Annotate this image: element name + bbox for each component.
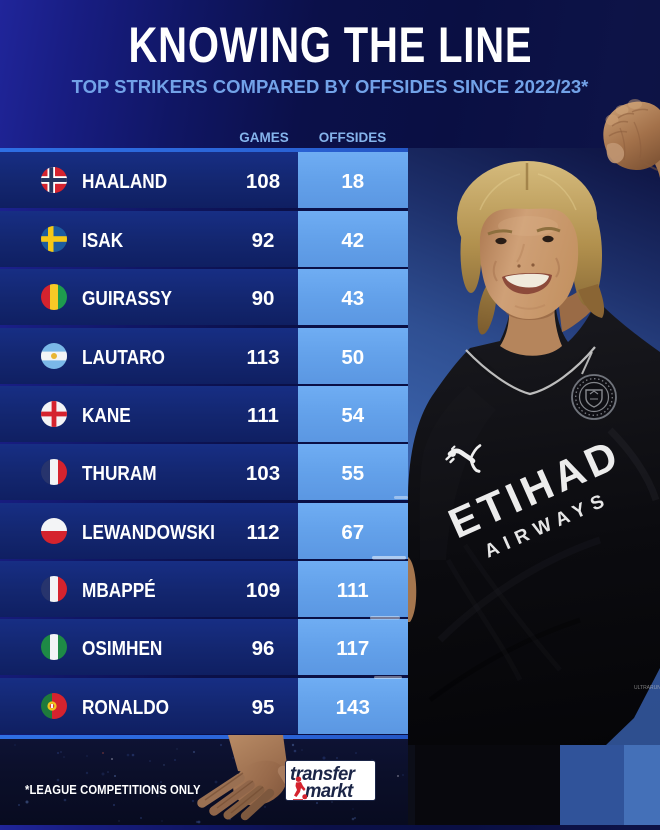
svg-text:ULTRARUN: ULTRARUN [634, 685, 660, 691]
